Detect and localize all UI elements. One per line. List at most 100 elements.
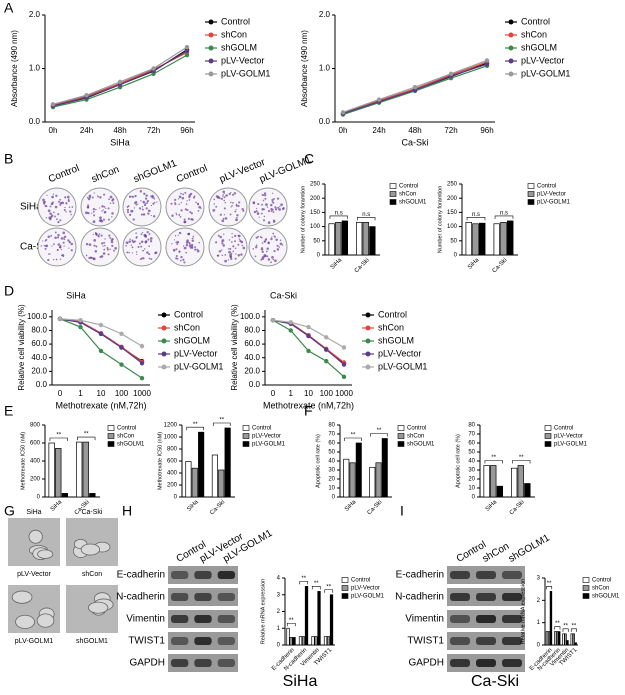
colony — [141, 231, 144, 234]
colony — [146, 202, 149, 204]
legend-swatch — [341, 577, 349, 583]
colony — [104, 211, 107, 214]
colony — [68, 206, 71, 208]
colony — [270, 203, 273, 207]
x-tick-label: 96h — [180, 126, 193, 135]
legend-label: shGOLM — [174, 335, 210, 345]
colony — [63, 235, 67, 238]
colony — [175, 248, 178, 251]
x-tick-label: 1 — [78, 389, 83, 398]
bar — [566, 640, 569, 646]
colony — [191, 246, 194, 249]
bar — [558, 631, 561, 646]
y-tick-label: 2.0 — [319, 10, 331, 19]
colony — [129, 213, 132, 217]
blot-column-label: shGOLM1 — [507, 532, 552, 565]
colony — [101, 242, 104, 245]
significance-label: n.s — [500, 210, 508, 216]
colony — [102, 252, 106, 255]
colony — [256, 207, 258, 210]
colony — [234, 240, 236, 243]
y-tick-label: 1.0 — [29, 64, 41, 73]
colony — [137, 203, 139, 205]
series-line — [59, 318, 143, 379]
colony — [195, 201, 198, 204]
colony — [260, 258, 263, 261]
colony — [177, 234, 179, 236]
colony — [136, 253, 138, 255]
y-tick-label: 0.0 — [249, 380, 261, 389]
colony — [140, 257, 143, 260]
cell-image-label: SiHa — [26, 509, 41, 516]
colony — [59, 258, 62, 260]
colony — [147, 209, 151, 213]
colony — [230, 201, 232, 204]
colony — [51, 195, 54, 199]
y-tick-label: 80 — [468, 423, 475, 429]
colony — [109, 202, 112, 205]
colony — [65, 202, 68, 205]
colony — [149, 237, 153, 240]
colony — [129, 238, 131, 240]
colony — [49, 212, 52, 215]
legend-label: Control — [592, 578, 611, 584]
point — [288, 320, 293, 325]
bar — [89, 493, 96, 498]
y-tick-label: 4 — [277, 576, 281, 582]
colony — [52, 193, 55, 195]
plate-row-label: Ca-Ski — [20, 242, 50, 253]
colony — [68, 241, 71, 244]
colony — [224, 201, 227, 204]
colony — [229, 255, 232, 259]
legend-swatch — [341, 585, 349, 591]
colony — [93, 192, 95, 194]
significance-label: ** — [563, 623, 568, 629]
blot-band — [450, 593, 470, 601]
legend-swatch — [341, 593, 349, 599]
colony — [154, 251, 157, 255]
colony — [59, 219, 62, 222]
significance-bracket — [562, 628, 569, 632]
colony — [217, 234, 220, 237]
plate-column-label: pLV-GOLM1 — [258, 154, 313, 185]
panel-letter: A — [4, 0, 14, 16]
legend-label: shCon — [378, 322, 404, 332]
colony — [194, 246, 196, 249]
cell — [15, 614, 35, 629]
bar — [517, 465, 524, 498]
legend-swatch — [508, 71, 514, 77]
y-tick-label: 70 — [328, 432, 335, 438]
legend-swatch — [161, 351, 167, 357]
legend-label: shCon — [117, 434, 134, 440]
colony — [185, 251, 187, 254]
colony — [103, 205, 106, 208]
colony — [279, 239, 282, 242]
significance-bracket — [77, 436, 96, 441]
colony — [108, 198, 110, 201]
colony — [272, 201, 275, 204]
bar — [549, 591, 553, 646]
y-tick-label: 200 — [447, 196, 458, 202]
y-tick-label: 0 — [37, 495, 41, 501]
colony — [86, 196, 89, 199]
colony — [103, 209, 105, 211]
bar — [55, 448, 62, 498]
colony — [257, 202, 260, 206]
colony — [88, 256, 91, 260]
colony — [152, 202, 155, 205]
significance-label: ** — [326, 584, 331, 590]
colony — [261, 208, 264, 211]
panel-letter: G — [4, 503, 15, 519]
blot-row-label: N-cadherin — [116, 592, 165, 603]
x-tick-label: Ca-Ski — [367, 499, 384, 516]
colony — [150, 258, 153, 260]
x-tick-label: Ca-Ski — [492, 257, 509, 274]
legend-label: pLV-GOLM1 — [554, 442, 588, 448]
x-tick-label: 48h — [408, 126, 421, 135]
colony — [62, 231, 66, 235]
colony — [188, 244, 192, 248]
legend-swatch — [582, 577, 590, 583]
colony — [57, 243, 61, 246]
panel-letter: B — [4, 151, 13, 167]
colony — [92, 233, 94, 235]
